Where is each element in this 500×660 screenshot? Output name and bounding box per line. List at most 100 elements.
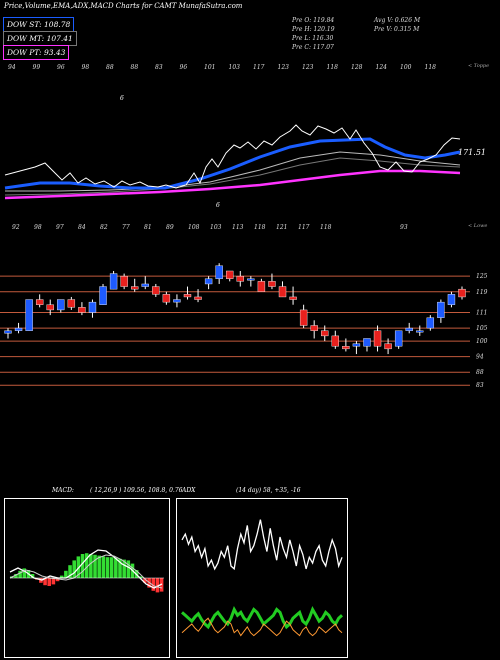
upper-mid-number-1: 6	[120, 95, 124, 102]
candle-body	[416, 330, 424, 333]
upper-top-number: 88	[131, 64, 139, 71]
candles-group	[4, 263, 466, 355]
ema-short-line	[4, 137, 461, 190]
candle-body	[67, 299, 76, 308]
candle-body	[458, 288, 466, 298]
ema-mid-line-2	[4, 157, 461, 196]
upper-mid-number-2: 6	[216, 202, 220, 209]
upper-top-number: 96	[180, 64, 188, 71]
candle-body	[141, 283, 149, 287]
candle-body	[215, 265, 223, 279]
candle-body	[373, 330, 382, 347]
upper-top-number: 124	[376, 64, 388, 71]
price-level-label: 83	[476, 382, 484, 389]
upper-top-number: 100	[400, 64, 412, 71]
upper-top-number: 128	[351, 64, 363, 71]
macd-bar	[139, 576, 143, 578]
candle-body	[299, 309, 308, 326]
upper-lower-number: 118	[320, 224, 332, 230]
candle-body	[289, 296, 297, 300]
price-level-label: 111	[476, 310, 487, 317]
macd-bar	[155, 578, 160, 593]
macd-bar	[101, 556, 106, 578]
upper-top-number: 118	[425, 64, 437, 71]
legend-dow-mt: DOW MT: 107.41	[3, 31, 77, 46]
candle-body	[173, 299, 181, 303]
macd-panel	[4, 498, 170, 658]
upper-lower-number: 113	[232, 224, 244, 230]
ema-long-line	[4, 169, 461, 200]
candle-body	[4, 330, 12, 334]
macd-bar	[47, 578, 52, 586]
macd-bar	[122, 559, 126, 578]
candle-body	[46, 304, 54, 311]
upper-lower-number: 98	[34, 224, 42, 230]
upper-top-number: 96	[57, 64, 65, 71]
candle-body	[99, 286, 107, 305]
candle-body	[352, 343, 361, 347]
stat-low: Pre L: 116.30	[292, 35, 334, 42]
upper-top-numbers: 94 99 96 98 88 88 83 96 101 103 117 123 123 118 128 124…	[8, 64, 436, 71]
stat-high: Pre H: 120.19	[292, 26, 335, 33]
adx-params: (14 day) 58, +35, -16	[236, 487, 301, 494]
macd-bar	[14, 574, 18, 578]
candle-body	[88, 301, 97, 313]
legend-dow-st: DOW ST: 108.78	[3, 17, 75, 32]
candlestick-panel: 125 119 111 105 100 94 88 83	[0, 263, 488, 389]
upper-top-number: 94	[8, 64, 16, 71]
upper-top-number: 117	[253, 64, 265, 71]
macd-signal-line	[9, 554, 163, 589]
macd-bar	[72, 560, 76, 578]
price-level-label: 100	[476, 338, 488, 345]
upper-lower-number: 93	[400, 224, 408, 230]
upper-lower-number: 84	[78, 224, 86, 230]
upper-top-number: 101	[204, 64, 215, 71]
legend-dow-pt-label: DOW PT: 93.43	[7, 48, 66, 57]
upper-top-number: 118	[327, 64, 339, 71]
macd-bar	[64, 570, 68, 578]
upper-top-number: 123	[302, 64, 314, 71]
macd-bar	[22, 568, 27, 578]
candle-body	[57, 299, 65, 311]
candle-body	[278, 286, 287, 298]
adx-line	[181, 519, 343, 571]
candle-body	[120, 275, 128, 287]
plus-di-line	[181, 605, 343, 630]
candle-body	[310, 325, 318, 331]
price-level-label: 94	[476, 354, 484, 361]
candle-body	[236, 275, 244, 282]
ema-mid-line	[5, 151, 461, 192]
candle-body	[78, 307, 86, 313]
upper-top-number: 98	[82, 64, 90, 71]
macd-bar	[118, 558, 122, 578]
minus-di-line	[181, 617, 343, 637]
candle-body	[247, 278, 255, 281]
candle-body	[321, 330, 329, 337]
macd-bar	[126, 560, 131, 578]
upper-lower-number: 77	[122, 224, 130, 230]
macd-line	[9, 549, 163, 589]
macd-bar	[55, 578, 60, 582]
macd-bar	[51, 578, 56, 585]
macd-bar	[30, 574, 35, 578]
candle-body	[331, 335, 340, 347]
macd-bar	[105, 557, 110, 578]
macd-params: ( 12,26,9 ) 109.56, 108.8, 0.76	[90, 487, 183, 494]
candle-body	[226, 270, 234, 279]
candle-body	[35, 299, 44, 305]
stat-avg-volume: Avg V: 0.626 M	[374, 17, 421, 24]
legend-dow-mt-label: DOW MT: 107.41	[7, 34, 73, 43]
candle-body	[257, 281, 266, 292]
macd-label: MACD:	[52, 487, 74, 494]
candle-body	[25, 299, 33, 331]
candle-body	[183, 294, 192, 298]
candle-body	[363, 338, 371, 347]
ema-value-label: 171.51	[458, 148, 486, 157]
adx-label: ADX	[182, 487, 196, 494]
page-title: Price,Volume,EMA,ADX,MACD Charts for CAM…	[4, 2, 243, 10]
macd-histogram	[10, 553, 164, 593]
candle-body	[268, 281, 276, 287]
upper-lower-numbers: 92 98 97 84 82 77 81 89 108 103 113 118 121 117 118 93	[12, 224, 408, 230]
candle-body	[109, 273, 118, 290]
candle-body	[152, 286, 160, 295]
